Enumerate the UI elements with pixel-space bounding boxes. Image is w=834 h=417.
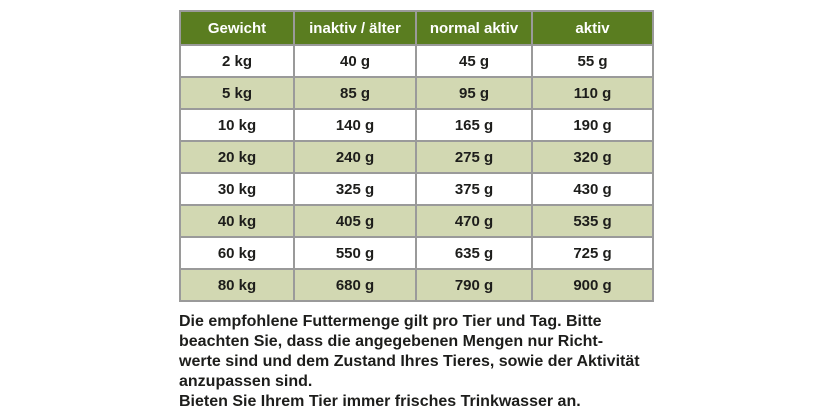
note-line: Bieten Sie Ihrem Tier immer frisches Tri… [179,393,581,410]
cell-inactive: 85 g [293,76,417,110]
cell-weight: 60 kg [179,236,295,270]
cell-normal-active: 470 g [415,204,533,238]
note-line: Die empfohlene Futtermenge gilt pro Tier… [179,313,602,330]
cell-active: 430 g [531,172,654,206]
cell-inactive: 325 g [293,172,417,206]
table-row: 20 kg 240 g 275 g 320 g [179,140,654,174]
cell-normal-active: 95 g [415,76,533,110]
cell-weight: 40 kg [179,204,295,238]
table-row: 40 kg 405 g 470 g 535 g [179,204,654,238]
note-line: beachten Sie, dass die angegebenen Menge… [179,333,604,350]
cell-inactive: 405 g [293,204,417,238]
cell-active: 535 g [531,204,654,238]
cell-weight: 80 kg [179,268,295,302]
feeding-table: Gewicht inaktiv / älter normal aktiv akt… [179,10,654,302]
cell-inactive: 680 g [293,268,417,302]
cell-weight: 5 kg [179,76,295,110]
table-row: 60 kg 550 g 635 g 725 g [179,236,654,270]
column-header-inaktiv-aelter: inaktiv / älter [293,10,417,46]
cell-active: 725 g [531,236,654,270]
note-line: werte sind und dem Zustand Ihres Tieres,… [179,353,640,370]
cell-normal-active: 635 g [415,236,533,270]
cell-weight: 30 kg [179,172,295,206]
column-header-gewicht: Gewicht [179,10,295,46]
cell-active: 320 g [531,140,654,174]
table-header-row: Gewicht inaktiv / älter normal aktiv akt… [179,10,654,46]
cell-weight: 20 kg [179,140,295,174]
cell-weight: 2 kg [179,44,295,78]
cell-inactive: 240 g [293,140,417,174]
cell-normal-active: 45 g [415,44,533,78]
table-row: 2 kg 40 g 45 g 55 g [179,44,654,78]
cell-normal-active: 375 g [415,172,533,206]
cell-active: 55 g [531,44,654,78]
cell-active: 900 g [531,268,654,302]
cell-normal-active: 165 g [415,108,533,142]
cell-weight: 10 kg [179,108,295,142]
note-line: anzupassen sind. [179,373,313,390]
cell-active: 110 g [531,76,654,110]
cell-inactive: 550 g [293,236,417,270]
table-row: 10 kg 140 g 165 g 190 g [179,108,654,142]
cell-normal-active: 275 g [415,140,533,174]
table-row: 5 kg 85 g 95 g 110 g [179,76,654,110]
cell-active: 190 g [531,108,654,142]
cell-inactive: 140 g [293,108,417,142]
feeding-notes: Die empfohlene Futtermenge gilt pro Tier… [179,312,659,412]
cell-normal-active: 790 g [415,268,533,302]
table-row: 80 kg 680 g 790 g 900 g [179,268,654,302]
column-header-aktiv: aktiv [531,10,654,46]
cell-inactive: 40 g [293,44,417,78]
column-header-normal-aktiv: normal aktiv [415,10,533,46]
table-row: 30 kg 325 g 375 g 430 g [179,172,654,206]
